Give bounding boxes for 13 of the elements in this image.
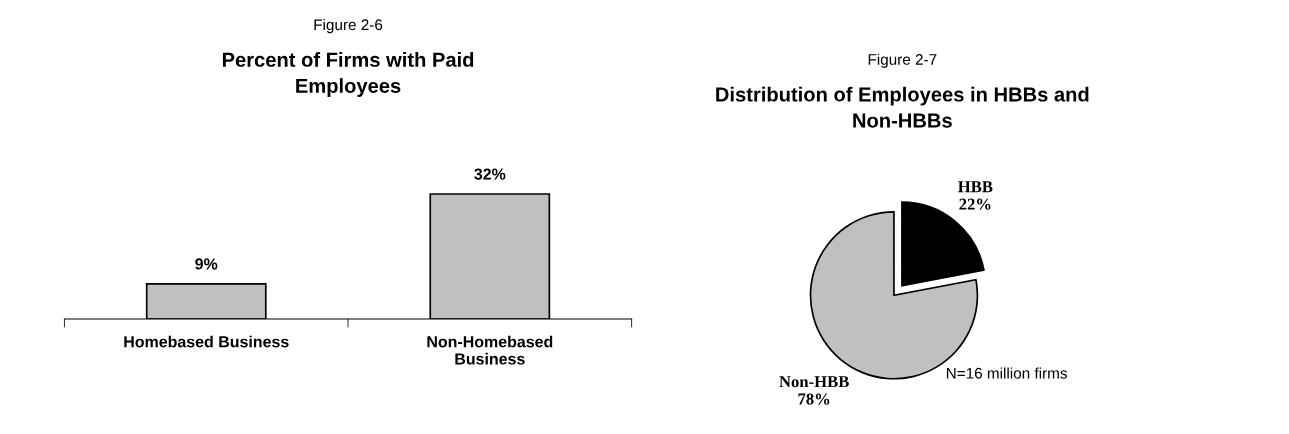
data-label: 22% [959, 198, 991, 210]
text: N=16 million firms [946, 367, 1067, 379]
x-tick-label: Homebased Business [124, 335, 289, 348]
chart-title: Distribution of Employees in HBBs and Non-HBBs [716, 86, 1089, 128]
data-label: 32% [474, 168, 506, 180]
slice-label: HBB [958, 181, 993, 193]
data-label: 9% [195, 258, 218, 270]
chart-title: Percent of Firms with Paid Employees [222, 52, 474, 97]
slice-label: Non-HBB [779, 376, 849, 388]
chart-subtitle: Figure 2-7 [868, 53, 937, 68]
data-label: 78% [798, 393, 830, 405]
x-tick-label: Non-Homebased Business [427, 335, 553, 365]
chart-subtitle: Figure 2-6 [314, 18, 383, 34]
